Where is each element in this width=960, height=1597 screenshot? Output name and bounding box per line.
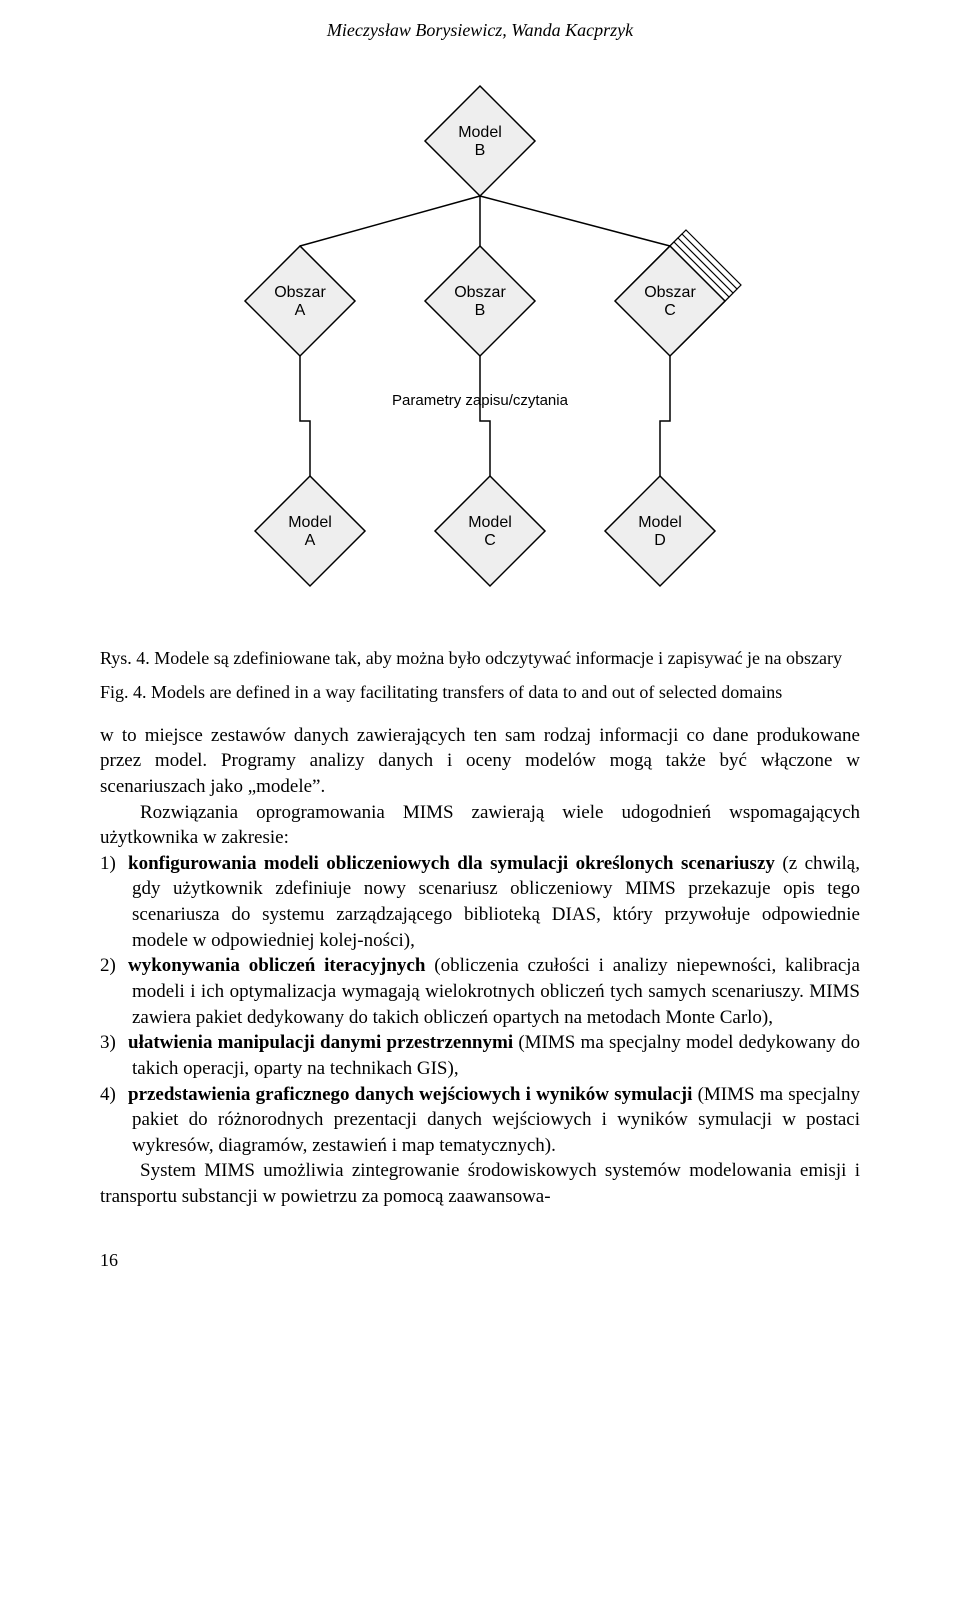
node-modC: ModelC bbox=[435, 476, 545, 586]
list-item-bold: wykonywania obliczeń iteracyjnych bbox=[128, 955, 425, 976]
svg-text:B: B bbox=[475, 302, 486, 319]
body-text: w to miejsce zestawów danych zawierający… bbox=[100, 723, 860, 1210]
list-item: konfigurowania modeli obliczeniowych dla… bbox=[100, 851, 860, 954]
enumerated-list: konfigurowania modeli obliczeniowych dla… bbox=[100, 851, 860, 1159]
list-item: ułatwienia manipulacji danymi przestrzen… bbox=[100, 1030, 860, 1081]
svg-text:Obszar: Obszar bbox=[274, 284, 326, 301]
node-areaA: ObszarA bbox=[245, 246, 355, 356]
node-areaC: ObszarC bbox=[615, 230, 741, 356]
figure-caption-rys: Rys. 4. Modele są zdefiniowane tak, aby … bbox=[100, 646, 860, 670]
svg-text:Obszar: Obszar bbox=[454, 284, 506, 301]
node-areaB: ObszarB bbox=[425, 246, 535, 356]
list-item-bold: konfigurowania modeli obliczeniowych dla… bbox=[128, 853, 775, 874]
svg-text:Model: Model bbox=[288, 514, 332, 531]
edge bbox=[300, 196, 480, 246]
list-item: przedstawienia graficznego danych wejści… bbox=[100, 1082, 860, 1159]
svg-text:C: C bbox=[484, 532, 496, 549]
edge bbox=[480, 196, 670, 246]
svg-text:B: B bbox=[475, 142, 486, 159]
svg-text:Model: Model bbox=[638, 514, 682, 531]
list-item: wykonywania obliczeń iteracyjnych (oblic… bbox=[100, 953, 860, 1030]
svg-text:Model: Model bbox=[458, 124, 502, 141]
svg-text:Obszar: Obszar bbox=[644, 284, 696, 301]
svg-text:C: C bbox=[664, 302, 676, 319]
list-item-bold: ułatwienia manipulacji danymi przestrzen… bbox=[128, 1032, 513, 1053]
svg-text:Model: Model bbox=[468, 514, 512, 531]
paragraph: System MIMS umożliwia zintegrowanie środ… bbox=[100, 1158, 860, 1209]
paragraph: Rozwiązania oprogramowania MIMS zawieraj… bbox=[100, 800, 860, 851]
author-header: Mieczysław Borysiewicz, Wanda Kacprzyk bbox=[100, 20, 860, 41]
diagram-mid-label: Parametry zapisu/czytania bbox=[392, 392, 569, 409]
list-item-bold: przedstawienia graficznego danych wejści… bbox=[128, 1084, 692, 1105]
node-top: ModelB bbox=[425, 86, 535, 196]
svg-text:A: A bbox=[305, 532, 316, 549]
edge bbox=[480, 356, 490, 476]
node-modD: ModelD bbox=[605, 476, 715, 586]
svg-text:A: A bbox=[295, 302, 306, 319]
edge bbox=[300, 356, 310, 476]
svg-text:D: D bbox=[654, 532, 666, 549]
paragraph: w to miejsce zestawów danych zawierający… bbox=[100, 723, 860, 800]
edge bbox=[660, 356, 670, 476]
figure-caption-fig: Fig. 4. Models are defined in a way faci… bbox=[100, 680, 860, 704]
figure-diagram: Parametry zapisu/czytaniaModelBObszarAOb… bbox=[180, 71, 780, 616]
node-modA: ModelA bbox=[255, 476, 365, 586]
page-number: 16 bbox=[100, 1250, 860, 1271]
